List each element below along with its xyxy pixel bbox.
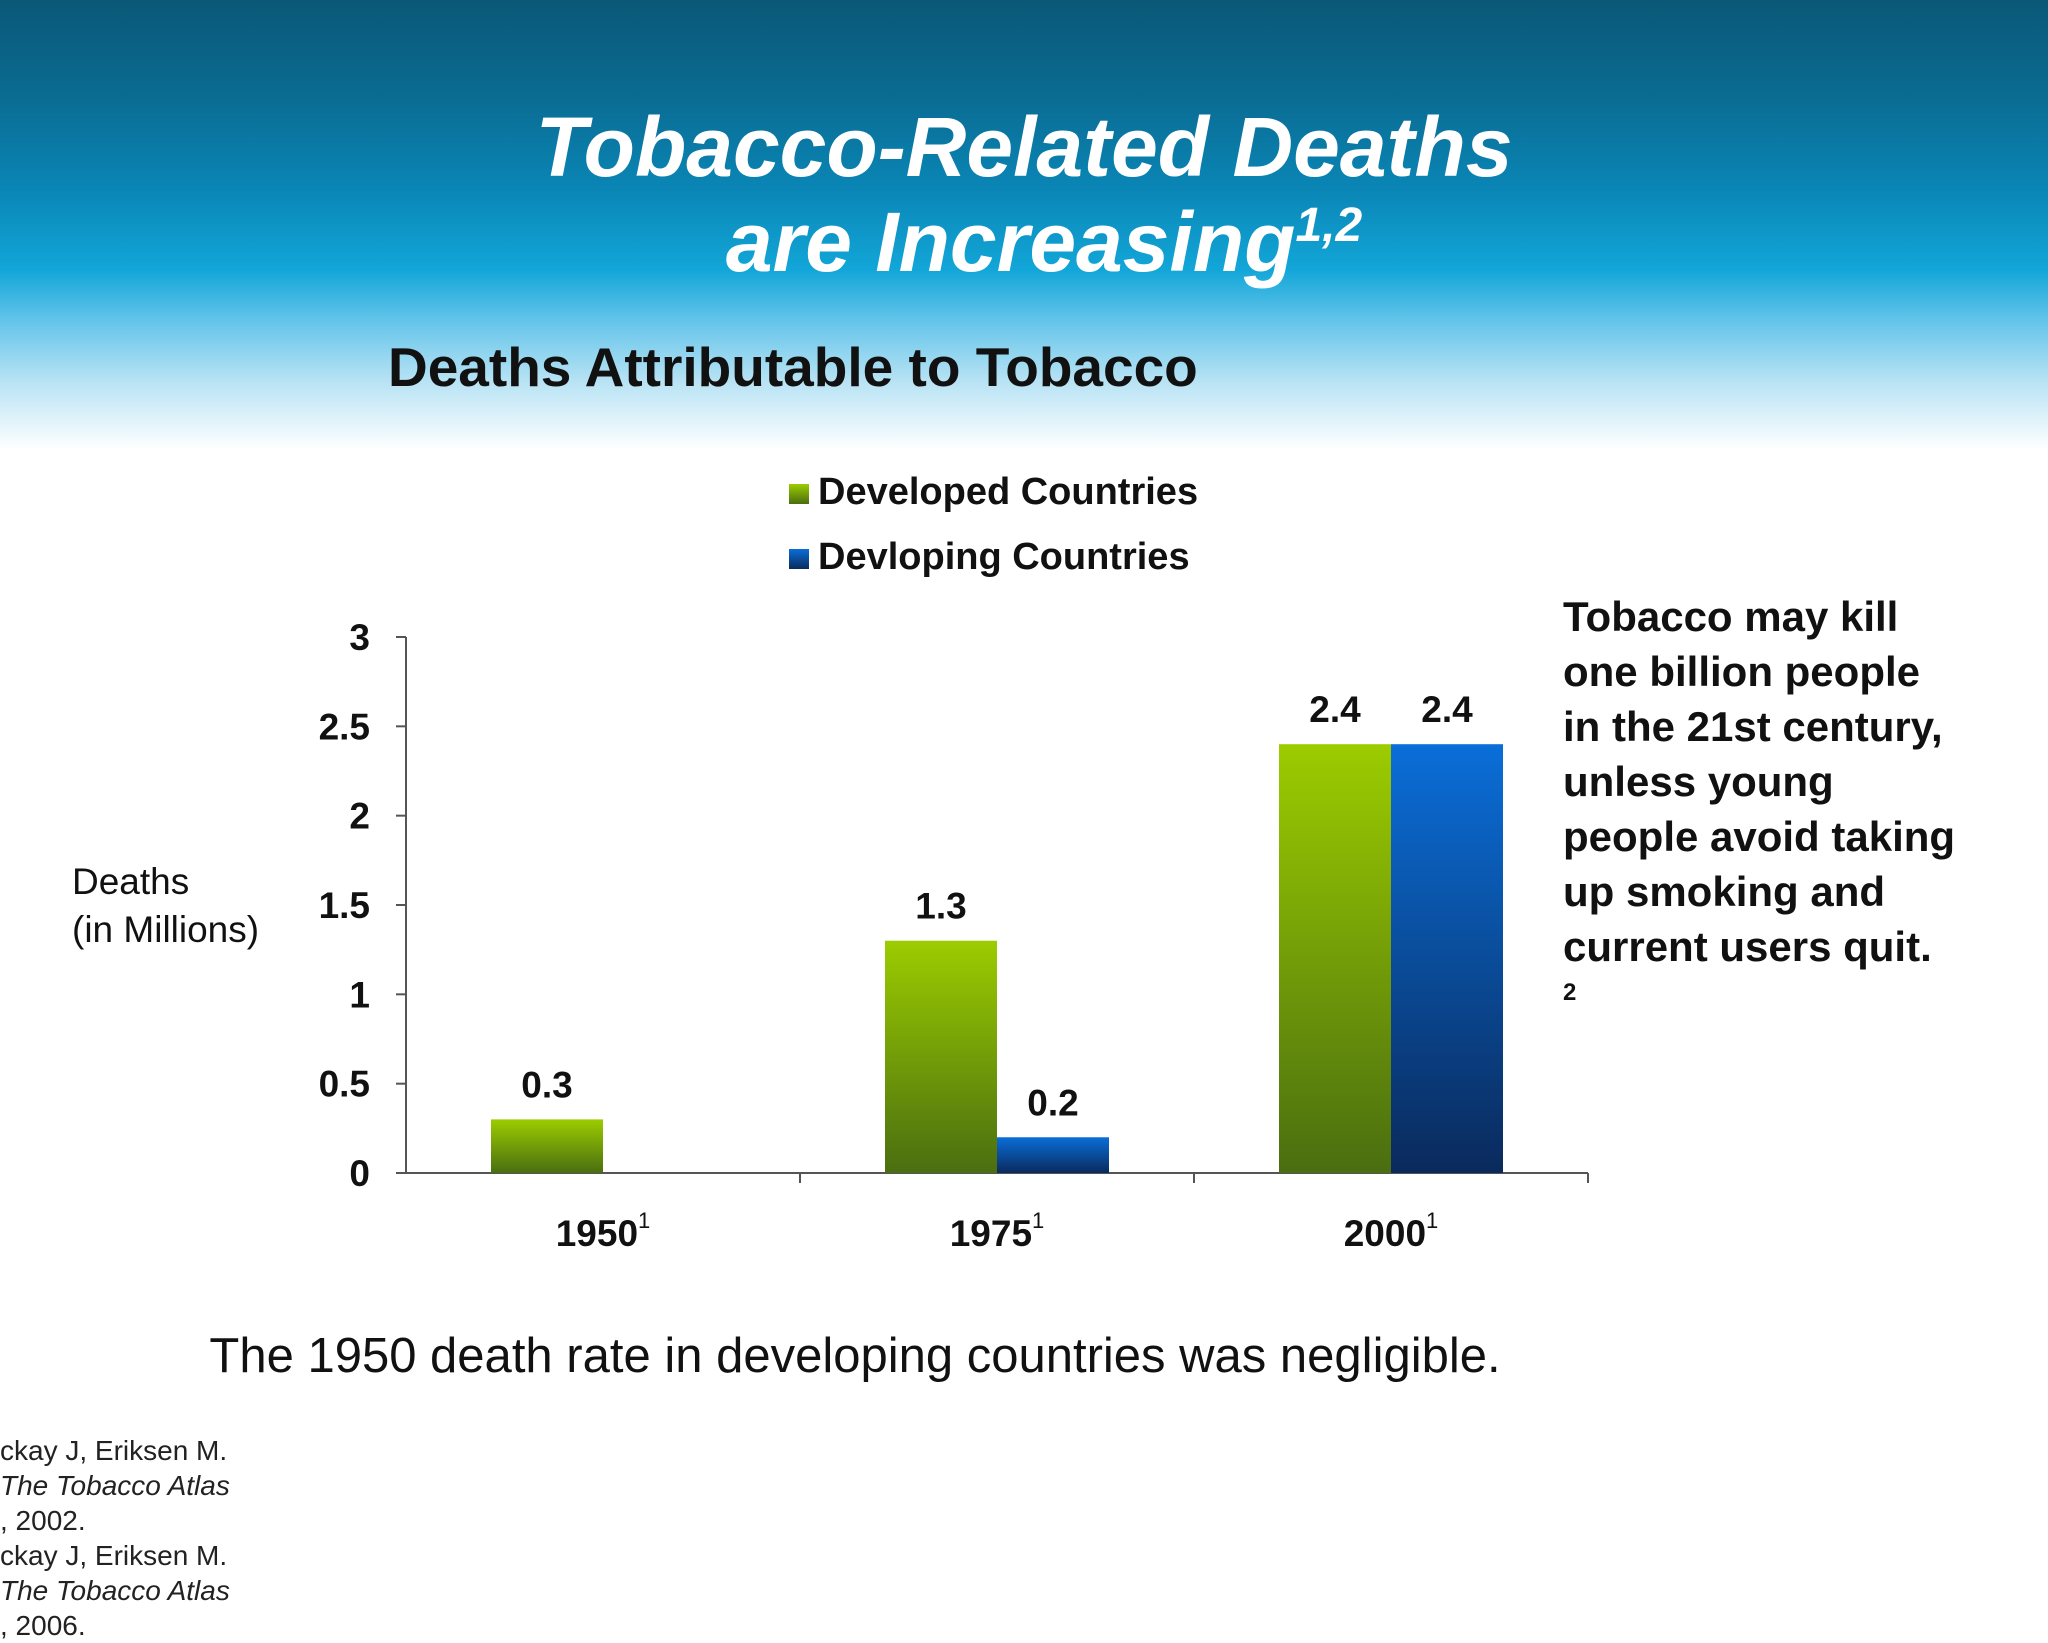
chart-bars xyxy=(491,744,1503,1173)
y-axis-label-line-2: (in Millions) xyxy=(72,909,260,950)
side-note-line: unless young xyxy=(1563,758,1834,805)
legend-swatch-developing xyxy=(789,549,809,569)
slide-title-line-2-text: are Increasing xyxy=(725,195,1296,289)
x-tick-superscript: 1 xyxy=(1032,1208,1044,1233)
reference-1: ckay J, Eriksen M. The Tobacco Atlas , 20… xyxy=(0,1433,230,1538)
chart-title: Deaths Attributable to Tobacco xyxy=(388,336,1198,398)
side-note-line-text: current users quit. xyxy=(1563,923,1932,970)
reference-2: ckay J, Eriksen M. The Tobacco Atlas , 20… xyxy=(0,1538,230,1643)
x-tick-label: 19751 xyxy=(950,1208,1045,1254)
legend-label: Developed Countries xyxy=(818,471,1198,513)
x-tick-label: 19501 xyxy=(556,1208,651,1254)
chart-legend: Developed Countries Devloping Countries xyxy=(789,471,1198,578)
y-tick-label: 1 xyxy=(349,974,370,1015)
bar-developed-1950 xyxy=(491,1119,603,1173)
data-label: 0.2 xyxy=(1027,1082,1078,1123)
bar-developed-2000 xyxy=(1279,744,1391,1173)
slide-title-superscript: 1,2 xyxy=(1295,199,1363,252)
y-tick-label: 1.5 xyxy=(319,885,370,926)
chart-data-labels: 0.3 1.3 0.2 2.4 2.4 xyxy=(521,689,1473,1123)
reference-2-year: , 2006. xyxy=(0,1610,86,1641)
y-tick-label: 2 xyxy=(349,796,370,837)
reference-2-title: The Tobacco Atlas xyxy=(0,1575,230,1606)
data-label: 0.3 xyxy=(521,1064,572,1105)
data-label: 2.4 xyxy=(1309,689,1361,730)
side-note-line: Tobacco may kill xyxy=(1563,593,1899,640)
references: ckay J, Eriksen M. The Tobacco Atlas , 20… xyxy=(0,1433,230,1643)
bar-developed-1975 xyxy=(885,940,997,1173)
y-tick-label: 0.5 xyxy=(319,1064,370,1105)
side-note-line-last: current users quit. 2 xyxy=(1563,919,2023,1029)
slide-title-line-2: are Increasing1,2 xyxy=(0,195,2048,290)
side-note: Tobacco may kill one billion people in t… xyxy=(1563,589,2023,1029)
y-axis-label-line-1: Deaths xyxy=(72,861,190,902)
side-note-superscript: 2 xyxy=(1563,979,1577,1006)
y-tick-label: 2.5 xyxy=(319,706,370,747)
legend-swatch-developed xyxy=(789,484,809,504)
slide-title-line-1: Tobacco-Related Deaths xyxy=(535,100,1513,194)
y-tick-label: 3 xyxy=(349,617,370,658)
side-note-line: up smoking and xyxy=(1563,868,1886,915)
side-note-line: in the 21st century, xyxy=(1563,703,1943,750)
slide-title: Tobacco-Related Deaths are Increasing1,2 xyxy=(0,100,2048,290)
header-background xyxy=(0,0,2048,460)
data-label: 1.3 xyxy=(915,886,966,927)
x-tick-label: 20001 xyxy=(1344,1208,1439,1254)
y-tick-label: 0 xyxy=(349,1153,370,1194)
side-note-line: one billion people xyxy=(1563,648,1920,695)
data-label: 2.4 xyxy=(1421,689,1473,730)
bar-chart: Developed Countries Devloping Countries 0… xyxy=(319,471,1589,1254)
reference-1-year: , 2002. xyxy=(0,1505,86,1536)
bar-developing-2000 xyxy=(1391,744,1503,1173)
x-tick-superscript: 1 xyxy=(638,1208,650,1233)
reference-1-title: The Tobacco Atlas xyxy=(0,1470,230,1501)
y-axis-label: Deaths (in Millions) xyxy=(72,858,259,954)
bar-developing-1975 xyxy=(997,1137,1109,1173)
x-tick-superscript: 1 xyxy=(1426,1208,1438,1233)
footnote: The 1950 death rate in developing countr… xyxy=(209,1329,1501,1383)
legend-label: Devloping Countries xyxy=(818,536,1190,578)
side-note-line: people avoid taking xyxy=(1563,813,1956,860)
reference-2-authors: ckay J, Eriksen M. xyxy=(0,1540,228,1571)
reference-1-authors: ckay J, Eriksen M. xyxy=(0,1435,228,1466)
